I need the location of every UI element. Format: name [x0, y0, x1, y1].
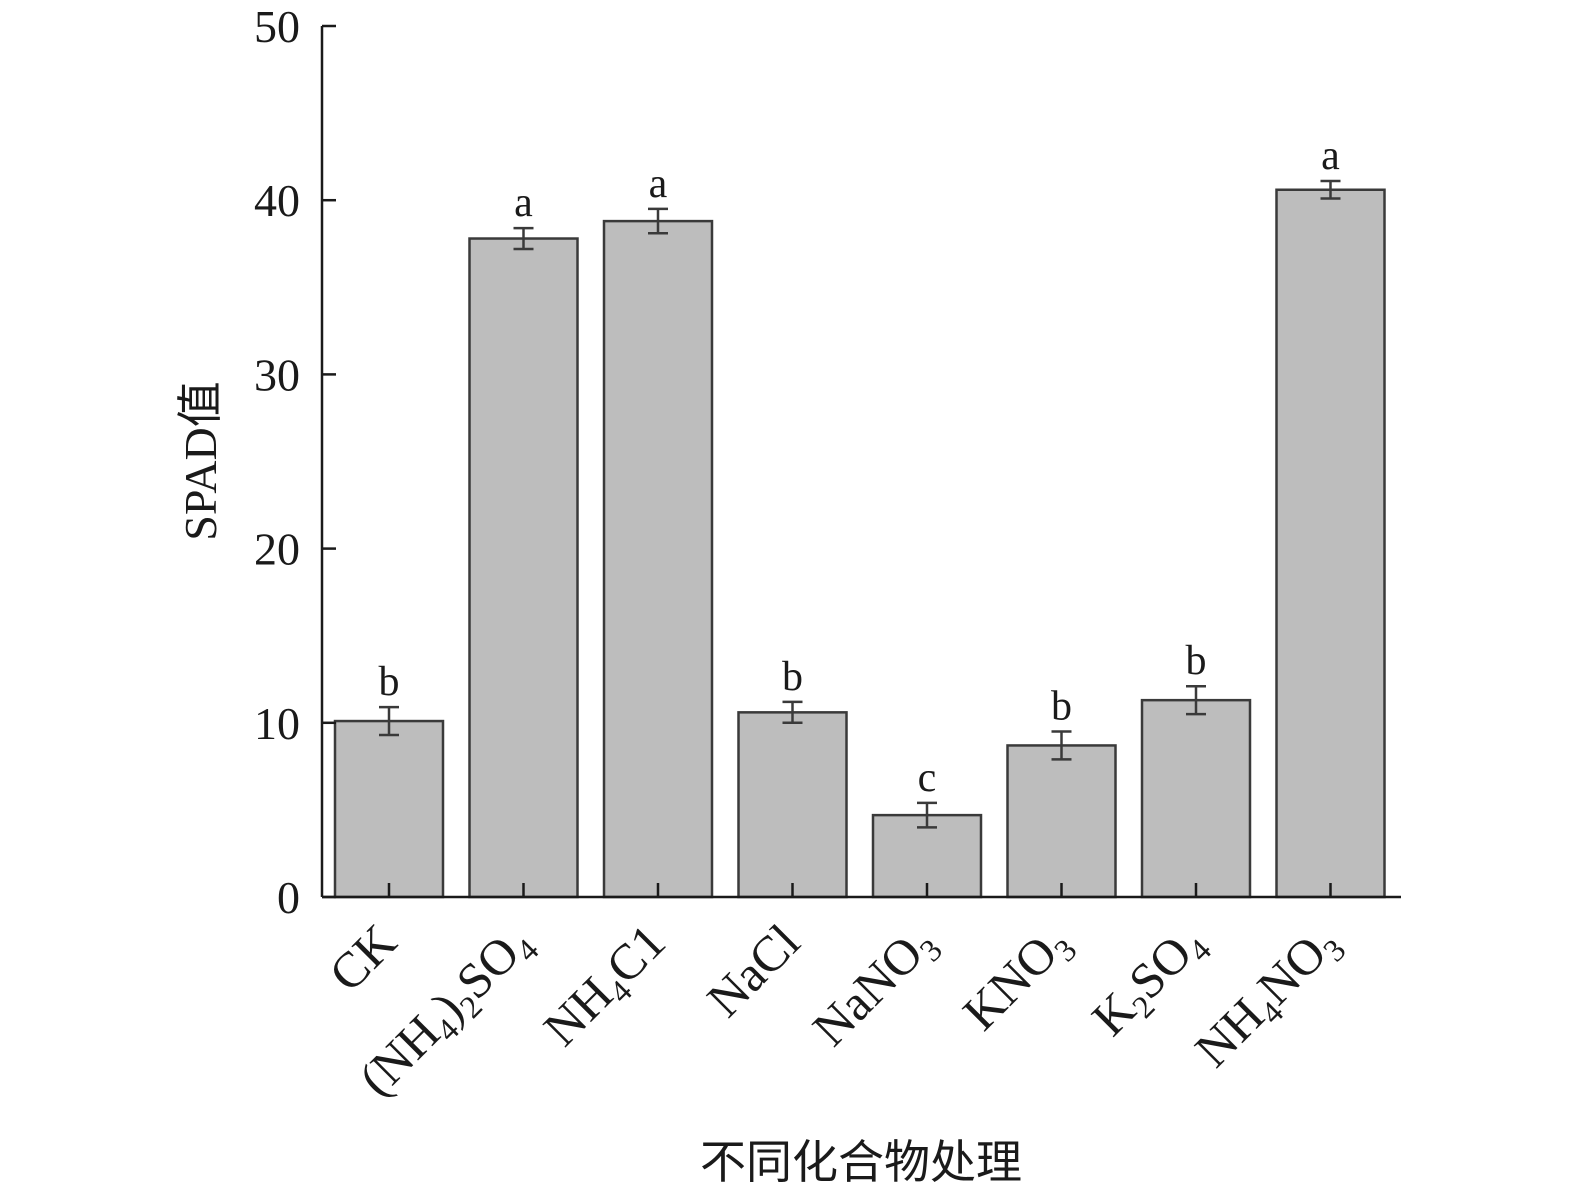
bar [1275, 188, 1386, 899]
significance-label: b [782, 654, 803, 700]
x-axis-title: 不同化合物处理 [700, 1137, 1022, 1188]
bar [602, 219, 714, 899]
bar [468, 237, 579, 899]
bars-layer [333, 188, 1386, 899]
y-tick-label: 0 [277, 872, 300, 923]
significance-label: b [1051, 684, 1072, 730]
significance-label: b [379, 659, 400, 705]
axes-layer [320, 26, 1401, 899]
y-ticks-layer: 0 10 20 30 40 50 [254, 1, 336, 923]
category-label: KNO3 [952, 913, 1084, 1045]
category-label: NH4C1 [533, 913, 680, 1060]
bar [1006, 744, 1117, 899]
y-tick-label: 50 [254, 1, 300, 52]
bar [737, 711, 848, 899]
x-ticks-layer [387, 883, 1332, 897]
y-tick-label: 20 [254, 524, 300, 575]
category-label: NaCl [696, 913, 810, 1027]
significance-label: a [649, 161, 668, 207]
category-label: CK [318, 913, 407, 1002]
significance-labels-layer: b a a b c b b a [379, 133, 1341, 801]
category-label: NH4NO3 [1184, 913, 1353, 1082]
significance-label: a [1321, 133, 1340, 179]
y-tick-label: 40 [254, 175, 300, 226]
bar [1140, 698, 1252, 899]
y-axis-title: SPAD值 [175, 381, 226, 540]
significance-label: a [514, 180, 533, 226]
significance-label: b [1186, 638, 1207, 684]
error-bars-layer [379, 179, 1341, 829]
y-tick-label: 30 [254, 349, 300, 400]
bar [333, 719, 445, 899]
significance-label: c [918, 755, 937, 801]
y-tick-label: 10 [254, 698, 300, 749]
category-label: NaNO3 [802, 913, 949, 1060]
